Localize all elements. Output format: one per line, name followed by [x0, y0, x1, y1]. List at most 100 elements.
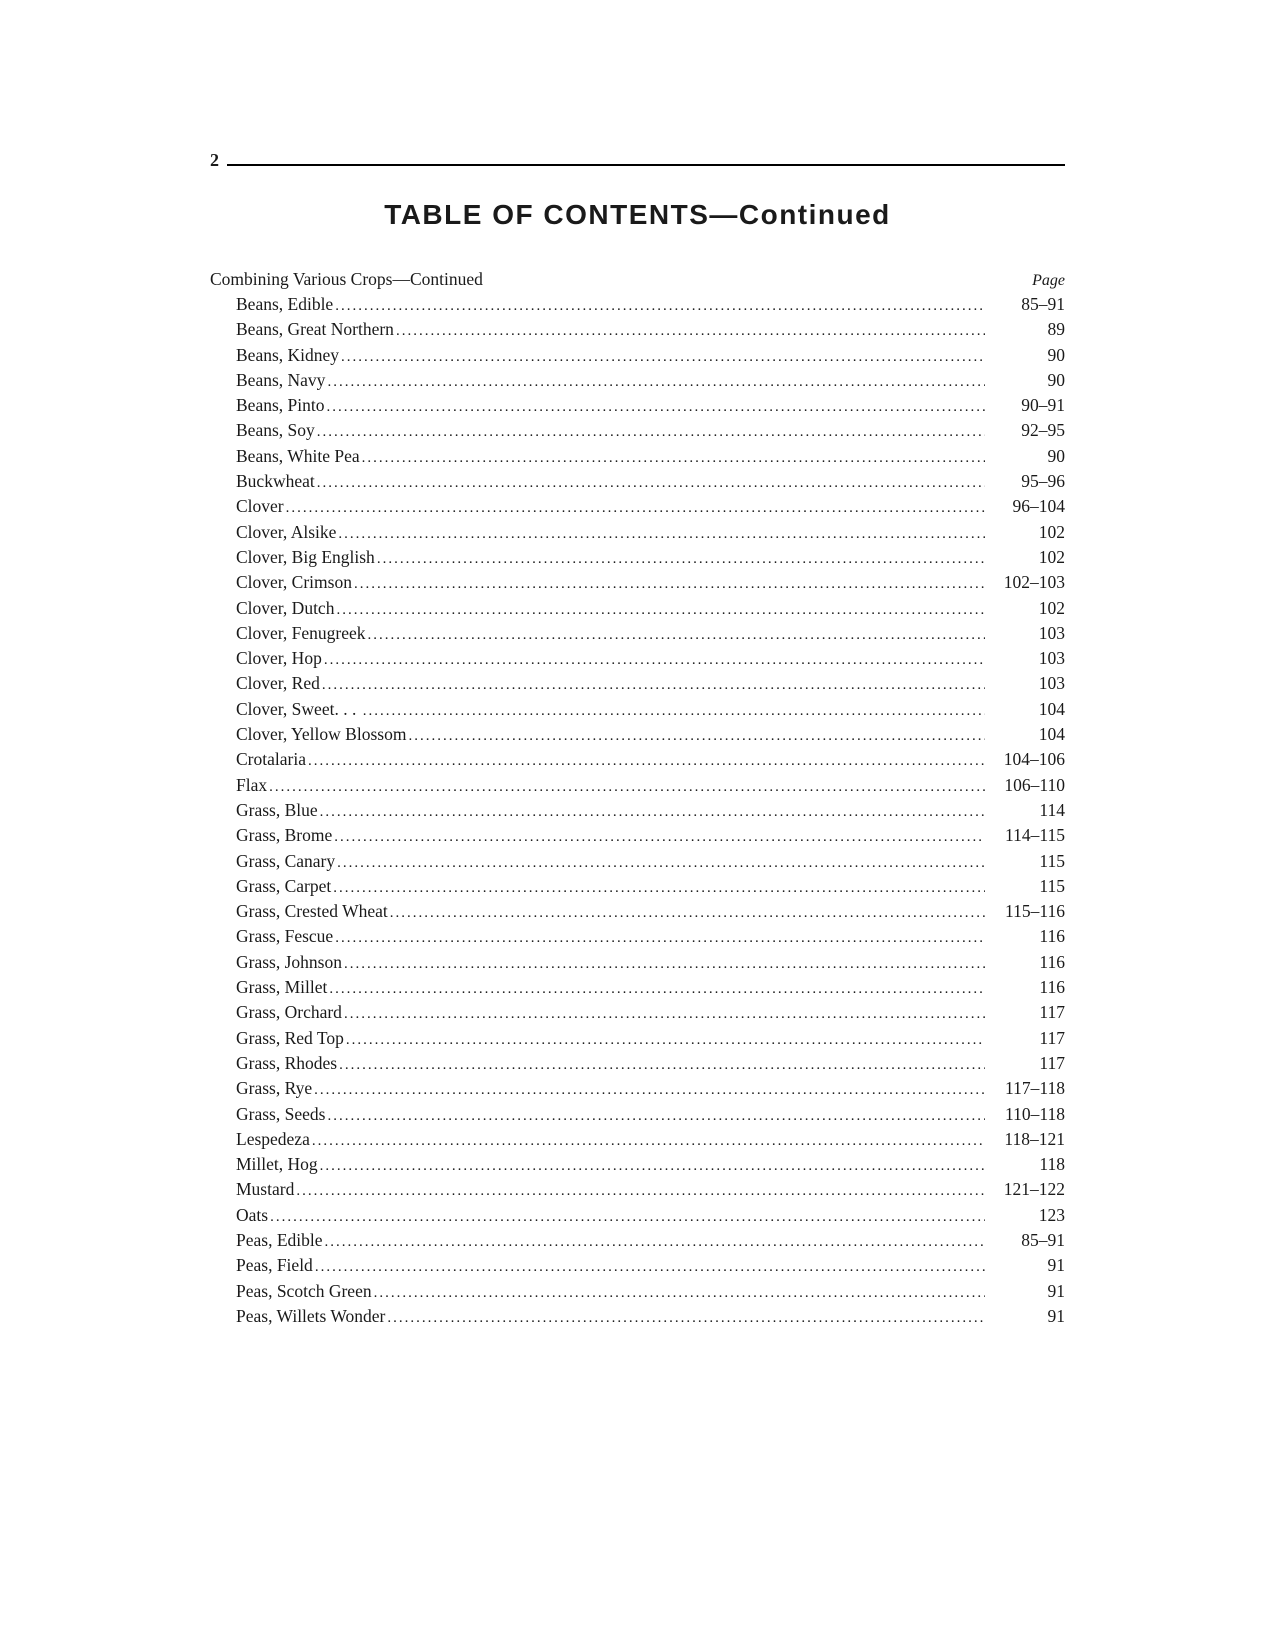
toc-leader-dots: ........................................… — [336, 524, 985, 545]
toc-label: Peas, Scotch Green — [236, 1279, 372, 1304]
toc-label: Beans, Edible — [236, 292, 333, 317]
toc-page: 102 — [985, 596, 1065, 621]
toc-leader-dots: ........................................… — [306, 751, 985, 772]
toc-leader-dots: ........................................… — [318, 1156, 985, 1177]
toc-label: Grass, Crested Wheat — [236, 899, 388, 924]
toc-leader-dots: ........................................… — [318, 802, 985, 823]
toc-row: Peas, Field.............................… — [210, 1253, 1065, 1278]
toc-label: Grass, Rye — [236, 1076, 312, 1101]
toc-row: Clover, Fenugreek.......................… — [210, 621, 1065, 646]
toc-leader-dots: ........................................… — [332, 827, 985, 848]
toc-label: Grass, Blue — [236, 798, 318, 823]
toc-row: Grass, Orchard..........................… — [210, 1000, 1065, 1025]
toc-label: Clover, Fenugreek — [236, 621, 366, 646]
toc-page: 117–118 — [985, 1076, 1065, 1101]
toc-leader-dots: ........................................… — [360, 448, 985, 469]
toc-leader-dots: ........................................… — [375, 549, 985, 570]
toc-page: 115 — [985, 849, 1065, 874]
toc-row: Grass, Brome............................… — [210, 823, 1065, 848]
toc-page: 91 — [985, 1279, 1065, 1304]
toc-page: 121–122 — [985, 1177, 1065, 1202]
toc-label: Crotalaria — [236, 747, 306, 772]
toc-leader-dots: ........................................… — [342, 1004, 985, 1025]
toc-row: Grass, Seeds............................… — [210, 1102, 1065, 1127]
toc-label: Grass, Johnson — [236, 950, 342, 975]
horizontal-rule — [227, 164, 1065, 166]
toc-label: Lespedeza — [236, 1127, 310, 1152]
toc-page: 117 — [985, 1026, 1065, 1051]
toc-row: Beans, Kidney...........................… — [210, 343, 1065, 368]
toc-leader-dots: ........................................… — [333, 928, 985, 949]
toc-row: Clover, Alsike..........................… — [210, 520, 1065, 545]
toc-leader-dots: ........................................… — [394, 321, 985, 342]
toc-leader-dots: ........................................… — [366, 625, 985, 646]
toc-leader-dots: ........................................… — [339, 347, 985, 368]
toc-page: 118–121 — [985, 1127, 1065, 1152]
toc-leader-dots: ........................................… — [385, 1308, 985, 1329]
toc-leader-dots: ........................................… — [337, 1055, 985, 1076]
toc-row: Clover, Red.............................… — [210, 671, 1065, 696]
toc-page: 117 — [985, 1051, 1065, 1076]
toc-leader-dots: ........................................… — [320, 675, 985, 696]
toc-page: 114 — [985, 798, 1065, 823]
toc-page: 90 — [985, 343, 1065, 368]
toc-label: Beans, Kidney — [236, 343, 339, 368]
toc-label: Peas, Edible — [236, 1228, 323, 1253]
toc-label: Grass, Red Top — [236, 1026, 344, 1051]
toc-leader-dots: ........................................… — [372, 1283, 985, 1304]
toc-leader-dots: ........................................… — [334, 600, 985, 621]
toc-leader-dots: ........................................… — [361, 701, 985, 722]
toc-page: 116 — [985, 950, 1065, 975]
toc-label: Beans, Pinto — [236, 393, 324, 418]
toc-page: 103 — [985, 621, 1065, 646]
toc-label: Clover, Hop — [236, 646, 322, 671]
toc-page: 117 — [985, 1000, 1065, 1025]
toc-leader-dots: ........................................… — [294, 1181, 985, 1202]
toc-leader-dots: ........................................… — [342, 954, 985, 975]
toc-label: Clover, Alsike — [236, 520, 336, 545]
toc-leader-dots: ........................................… — [268, 1207, 985, 1228]
toc-row: Clover, Yellow Blossom..................… — [210, 722, 1065, 747]
toc-label: Clover, Sweet. . . — [236, 697, 361, 722]
toc-page: 85–91 — [985, 292, 1065, 317]
toc-leader-dots: ........................................… — [284, 498, 985, 519]
toc-label: Grass, Brome — [236, 823, 332, 848]
toc-leader-dots: ........................................… — [310, 1131, 985, 1152]
toc-row: Clover, Big English.....................… — [210, 545, 1065, 570]
toc-label: Clover, Yellow Blossom — [236, 722, 406, 747]
toc-row: Lespedeza...............................… — [210, 1127, 1065, 1152]
toc-leader-dots: ........................................… — [335, 853, 985, 874]
toc-leader-dots: ........................................… — [327, 979, 985, 1000]
toc-page: 102–103 — [985, 570, 1065, 595]
toc-page: 102 — [985, 545, 1065, 570]
toc-leader-dots: ........................................… — [333, 296, 985, 317]
toc-label: Clover — [236, 494, 284, 519]
toc-page: 102 — [985, 520, 1065, 545]
toc-label: Flax — [236, 773, 267, 798]
toc-page: 104 — [985, 697, 1065, 722]
toc-page: 90–91 — [985, 393, 1065, 418]
toc-row: Beans, Navy.............................… — [210, 368, 1065, 393]
toc-leader-dots: ........................................… — [325, 372, 985, 393]
toc-page: 89 — [985, 317, 1065, 342]
toc-row: Beans, White Pea........................… — [210, 444, 1065, 469]
toc-page: 123 — [985, 1203, 1065, 1228]
toc-label: Oats — [236, 1203, 268, 1228]
toc-page: 91 — [985, 1253, 1065, 1278]
toc-label: Grass, Carpet — [236, 874, 331, 899]
toc-row: Grass, Fescue...........................… — [210, 924, 1065, 949]
toc-row: Buckwheat...............................… — [210, 469, 1065, 494]
toc-label: Grass, Fescue — [236, 924, 333, 949]
toc-page: 110–118 — [985, 1102, 1065, 1127]
toc-leader-dots: ........................................… — [325, 1106, 985, 1127]
toc-label: Grass, Orchard — [236, 1000, 342, 1025]
toc-row: Peas, Willets Wonder....................… — [210, 1304, 1065, 1329]
toc-row: Millet, Hog.............................… — [210, 1152, 1065, 1177]
toc-row: Clover..................................… — [210, 494, 1065, 519]
toc-label: Beans, Soy — [236, 418, 315, 443]
toc-page: 96–104 — [985, 494, 1065, 519]
toc-row: Mustard.................................… — [210, 1177, 1065, 1202]
toc-leader-dots: ........................................… — [267, 777, 985, 798]
toc-leader-dots: ........................................… — [324, 397, 985, 418]
page-number: 2 — [210, 150, 227, 171]
